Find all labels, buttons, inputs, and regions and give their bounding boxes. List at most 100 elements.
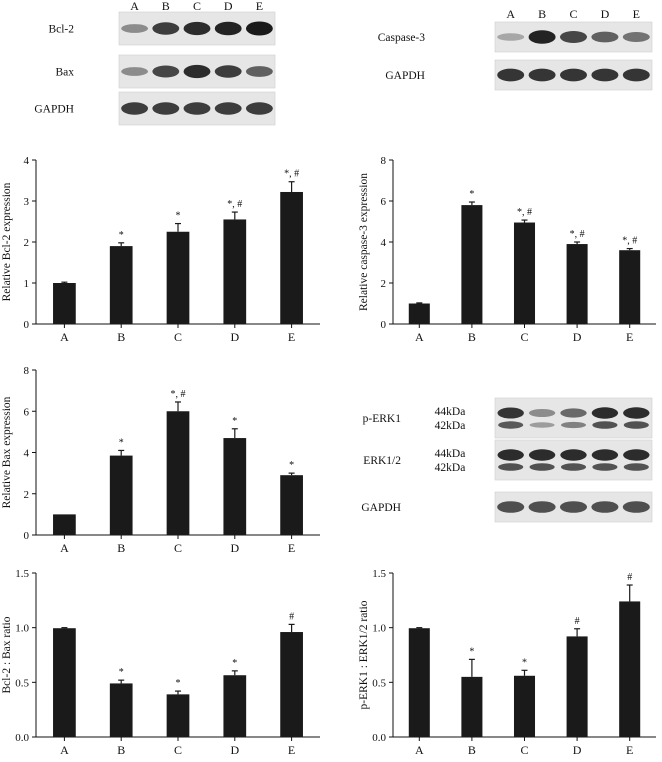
kda-marker-42: 42kDa xyxy=(435,420,466,432)
y-tick-label: 2 xyxy=(381,278,387,290)
bar xyxy=(566,244,588,324)
y-tick-label: 4 xyxy=(381,237,387,249)
y-tick-label: 1.5 xyxy=(372,568,386,580)
blot-band xyxy=(183,64,211,79)
significance-marker: * xyxy=(522,657,527,668)
bar-chart-panels: 0 1 2 3 4 A B * C * D *, # E *, # Relative Bcl-2 expre… xyxy=(1,155,656,757)
bar xyxy=(109,246,133,324)
significance-marker: # xyxy=(627,572,632,583)
blot-band xyxy=(591,501,619,513)
lane-label: E xyxy=(256,0,263,13)
blot-band-44kda xyxy=(497,449,524,461)
blot-band xyxy=(591,68,619,82)
blot-band xyxy=(245,102,273,115)
lane-label: E xyxy=(633,7,640,21)
y-tick-label: 0.5 xyxy=(15,677,29,689)
blot-band-44kda xyxy=(591,407,619,419)
significance-marker: *, # xyxy=(622,236,637,247)
blot-band-42kda xyxy=(498,421,524,429)
blot-band-42kda xyxy=(560,463,587,471)
blot-band xyxy=(121,102,149,115)
x-tick-label: C xyxy=(174,541,182,555)
significance-marker: *, # xyxy=(570,229,585,240)
blot-band xyxy=(214,65,242,78)
significance-marker: *, # xyxy=(284,169,299,180)
blot-band-42kda xyxy=(592,421,618,429)
significance-marker: * xyxy=(469,646,474,657)
x-tick-label: E xyxy=(288,541,295,555)
blot-panel-bcl2_bax: A B C D E Bcl-2 Bax GAPDH xyxy=(34,0,276,126)
x-tick-label: C xyxy=(174,743,182,757)
lane-label: D xyxy=(224,0,233,13)
blot-band xyxy=(622,501,650,513)
blot-band xyxy=(245,66,273,77)
bar xyxy=(280,191,303,324)
blot-band xyxy=(528,68,556,82)
bar xyxy=(513,222,536,324)
blot-band-42kda xyxy=(529,422,555,428)
blot-band xyxy=(497,501,525,513)
significance-marker: *, # xyxy=(517,207,532,218)
blot-row-label: ERK1/2 xyxy=(363,455,401,467)
bar-chart-3: 0 2 4 6 8 A B * C *, # D * E * Relative Bax expression xyxy=(1,365,320,555)
bar-chart-2: 0 2 4 6 8 A B * C *, # D *, # E *, # Relative caspase-… xyxy=(358,155,656,344)
kda-marker-44: 44kDa xyxy=(435,448,466,460)
blot-row-label: GAPDH xyxy=(361,502,401,514)
bar xyxy=(166,411,190,535)
y-tick-label: 4 xyxy=(24,155,30,167)
y-tick-label: 1.5 xyxy=(15,568,29,580)
x-tick-label: D xyxy=(230,330,239,344)
bar-chart-5: 0.0 0.5 1.0 1.5 A B * C * D # E # p-ERK1 : ERK1/2 rat… xyxy=(358,568,656,757)
significance-marker: * xyxy=(176,678,181,689)
blot-band xyxy=(591,31,619,43)
y-tick-label: 0.0 xyxy=(15,732,29,744)
blot-band-42kda xyxy=(623,421,649,429)
blot-band-44kda xyxy=(623,449,650,461)
significance-marker: * xyxy=(232,416,237,427)
y-tick-label: 8 xyxy=(381,155,387,167)
significance-marker: # xyxy=(289,611,294,622)
y-tick-label: 0 xyxy=(24,530,30,542)
lane-label: B xyxy=(162,0,170,13)
y-tick-label: 1 xyxy=(24,278,30,290)
lane-label: A xyxy=(130,0,139,13)
blot-band-44kda xyxy=(591,449,619,461)
y-tick-label: 3 xyxy=(24,196,30,208)
blot-row-label: Bax xyxy=(55,67,74,79)
x-tick-label: B xyxy=(468,743,476,757)
blot-band xyxy=(622,68,650,82)
bar xyxy=(223,675,247,737)
y-axis-label: Bcl-2 : Bax ratio xyxy=(1,616,13,693)
lane-label: C xyxy=(569,7,577,21)
x-tick-label: D xyxy=(230,541,239,555)
x-tick-label: B xyxy=(117,330,125,344)
bar xyxy=(223,438,247,535)
bar xyxy=(166,231,190,324)
significance-marker: * xyxy=(119,230,124,241)
x-tick-label: C xyxy=(520,330,528,344)
blot-band xyxy=(214,102,242,115)
blot-row-label: GAPDH xyxy=(34,104,74,116)
significance-marker: * xyxy=(232,658,237,669)
significance-marker: * xyxy=(289,460,294,471)
blot-band-42kda xyxy=(529,463,555,471)
blot-band-44kda xyxy=(623,407,650,419)
blot-band xyxy=(152,65,180,78)
x-tick-label: D xyxy=(573,330,582,344)
blot-band xyxy=(121,24,149,33)
x-tick-label: B xyxy=(468,330,476,344)
x-tick-label: B xyxy=(117,743,125,757)
blot-row-background xyxy=(494,397,653,439)
blot-panel-caspase3: A B C D E Caspase-3 GAPDH xyxy=(378,7,653,91)
significance-marker: * xyxy=(119,667,124,678)
bar xyxy=(53,514,76,535)
bar xyxy=(53,628,76,737)
significance-marker: *, # xyxy=(227,199,242,210)
bar xyxy=(166,694,190,737)
y-tick-label: 1.0 xyxy=(15,623,29,635)
significance-marker: * xyxy=(469,189,474,200)
x-tick-label: A xyxy=(415,743,424,757)
blot-band xyxy=(559,31,588,43)
blot-band xyxy=(497,33,525,41)
